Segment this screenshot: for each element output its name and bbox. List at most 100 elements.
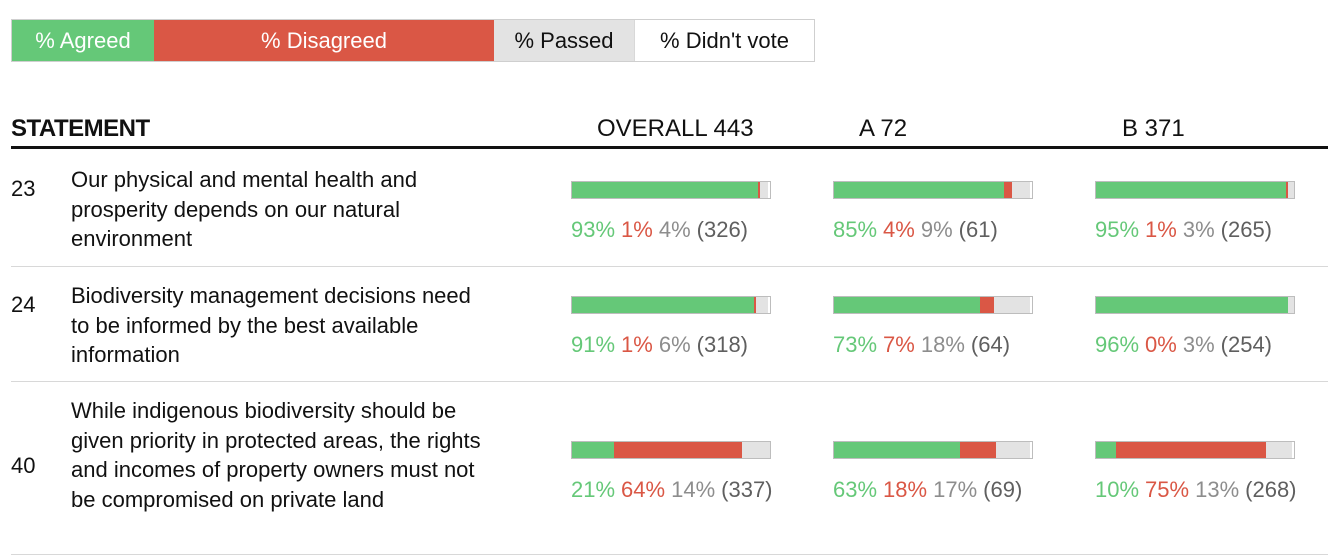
agree-percent: 21%	[571, 477, 616, 502]
disagree-percent: 1%	[621, 332, 653, 357]
vote-distribution-bar	[833, 181, 1033, 199]
pass-percent: 17%	[933, 477, 978, 502]
disagree-percent: 64%	[621, 477, 666, 502]
vote-distribution-bar	[571, 181, 771, 199]
agree-percent: 93%	[571, 217, 616, 242]
pass-percent: 6%	[658, 332, 691, 357]
statement-id: 40	[11, 453, 36, 478]
vote-count: (337)	[721, 477, 773, 502]
row-divider	[11, 554, 1328, 555]
legend-disagreed: % Disagreed	[154, 20, 494, 61]
vote-stats: 93% 1% 4% (326)	[571, 217, 748, 243]
vote-count: (61)	[958, 217, 998, 242]
agree-percent: 73%	[833, 332, 878, 357]
disagree-segment	[614, 442, 742, 458]
pass-percent: 3%	[1182, 217, 1215, 242]
pass-percent: 18%	[920, 332, 965, 357]
disagree-percent: 0%	[1145, 332, 1177, 357]
row-divider	[11, 381, 1328, 382]
agree-percent: 85%	[833, 217, 878, 242]
vote-distribution-bar	[571, 296, 771, 314]
pass-segment	[996, 442, 1030, 458]
statement-text: Our physical and mental health and prosp…	[71, 167, 418, 251]
disagree-percent: 18%	[883, 477, 928, 502]
pass-segment	[1288, 182, 1294, 198]
disagree-segment	[960, 442, 996, 458]
disagree-percent: 7%	[883, 332, 915, 357]
agree-segment	[572, 442, 614, 458]
disagree-percent: 4%	[883, 217, 915, 242]
disagree-segment	[754, 297, 756, 313]
pass-segment	[1012, 182, 1030, 198]
vote-count: (326)	[696, 217, 748, 242]
vote-distribution-bar	[1095, 296, 1295, 314]
vote-stats: 96% 0% 3% (254)	[1095, 332, 1272, 358]
vote-stats: 21% 64% 14% (337)	[571, 477, 773, 503]
statement-id: 23	[11, 176, 36, 201]
pass-segment	[994, 297, 1030, 313]
row-divider	[11, 266, 1328, 267]
vote-stats: 95% 1% 3% (265)	[1095, 217, 1272, 243]
statement-text: Biodiversity management decisions need t…	[71, 283, 471, 367]
pass-segment	[760, 182, 768, 198]
vote-count: (265)	[1220, 217, 1272, 242]
overall-column-header: OVERALL 443	[597, 115, 754, 142]
disagree-percent: 75%	[1145, 477, 1190, 502]
disagree-percent: 1%	[621, 217, 653, 242]
agree-segment	[834, 297, 980, 313]
agree-segment	[1096, 297, 1288, 313]
disagree-segment	[1004, 182, 1012, 198]
vote-stats: 10% 75% 13% (268)	[1095, 477, 1297, 503]
disagree-segment	[1116, 442, 1266, 458]
vote-count: (254)	[1220, 332, 1272, 357]
group-b-column-header: B 371	[1122, 115, 1185, 142]
vote-count: (318)	[696, 332, 748, 357]
group-a-column-header: A 72	[859, 115, 908, 142]
vote-stats: 91% 1% 6% (318)	[571, 332, 748, 358]
pass-percent: 4%	[658, 217, 691, 242]
pass-segment	[1288, 297, 1294, 313]
pass-percent: 13%	[1195, 477, 1240, 502]
disagree-percent: 1%	[1145, 217, 1177, 242]
header-divider	[11, 146, 1328, 149]
vote-count: (69)	[983, 477, 1023, 502]
statement-row: 23 Our physical and mental health and pro…	[11, 150, 1328, 266]
pass-percent: 9%	[920, 217, 953, 242]
agree-segment	[1096, 182, 1286, 198]
statement-text: While indigenous biodiversity should be …	[71, 398, 481, 512]
pass-percent: 3%	[1182, 332, 1215, 357]
agree-segment	[572, 182, 758, 198]
vote-legend: % Agreed % Disagreed % Passed % Didn't v…	[11, 19, 815, 62]
agree-segment	[572, 297, 754, 313]
agree-percent: 10%	[1095, 477, 1140, 502]
pass-segment	[756, 297, 768, 313]
legend-didnt-vote: % Didn't vote	[634, 20, 814, 61]
agree-segment	[1096, 442, 1116, 458]
pass-segment	[1266, 442, 1292, 458]
vote-distribution-bar	[1095, 181, 1295, 199]
agree-percent: 96%	[1095, 332, 1140, 357]
legend-passed: % Passed	[494, 20, 634, 61]
agree-percent: 63%	[833, 477, 878, 502]
statement-column-header: STATEMENT	[11, 115, 150, 142]
disagree-segment	[980, 297, 994, 313]
statement-row: 40 While indigenous biodiversity should b…	[11, 381, 1328, 554]
vote-stats: 73% 7% 18% (64)	[833, 332, 1010, 358]
agree-segment	[834, 182, 1004, 198]
disagree-segment	[1286, 182, 1288, 198]
statement-row: 24 Biodiversity management decisions need…	[11, 266, 1328, 381]
vote-distribution-bar	[833, 441, 1033, 459]
vote-stats: 63% 18% 17% (69)	[833, 477, 1022, 503]
vote-distribution-bar	[1095, 441, 1295, 459]
agree-percent: 91%	[571, 332, 616, 357]
agree-percent: 95%	[1095, 217, 1140, 242]
vote-stats: 85% 4% 9% (61)	[833, 217, 998, 243]
vote-distribution-bar	[571, 441, 771, 459]
pass-percent: 14%	[671, 477, 716, 502]
agree-segment	[834, 442, 960, 458]
vote-count: (64)	[970, 332, 1011, 357]
vote-distribution-bar	[833, 296, 1033, 314]
legend-agreed: % Agreed	[12, 20, 154, 61]
vote-count: (268)	[1245, 477, 1297, 502]
disagree-segment	[758, 182, 760, 198]
